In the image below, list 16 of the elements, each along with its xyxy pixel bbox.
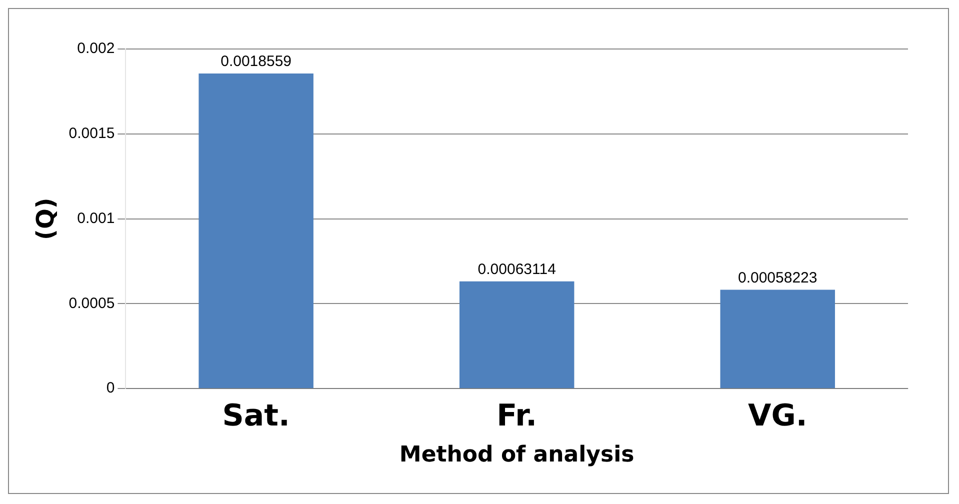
x-tick-label: Fr. (496, 398, 538, 434)
x-axis-title: Method of analysis (399, 442, 634, 468)
y-tick-label: 0 (106, 380, 115, 397)
data-label: 0.0018559 (220, 53, 292, 70)
y-tick-label: 0.001 (77, 210, 115, 227)
y-axis-title: (Q) (32, 198, 60, 240)
y-tick-label: 0.0005 (68, 294, 115, 312)
x-tick-label: VG. (748, 398, 808, 434)
bar (198, 73, 314, 388)
data-label: 0.00063114 (478, 261, 556, 278)
y-tick-label: 0.0015 (68, 125, 115, 142)
bar (720, 290, 835, 388)
bar (459, 281, 574, 388)
data-label: 0.00058223 (738, 269, 818, 286)
y-tick-label: 0.002 (77, 40, 115, 58)
x-tick-label: Sat. (222, 398, 290, 434)
